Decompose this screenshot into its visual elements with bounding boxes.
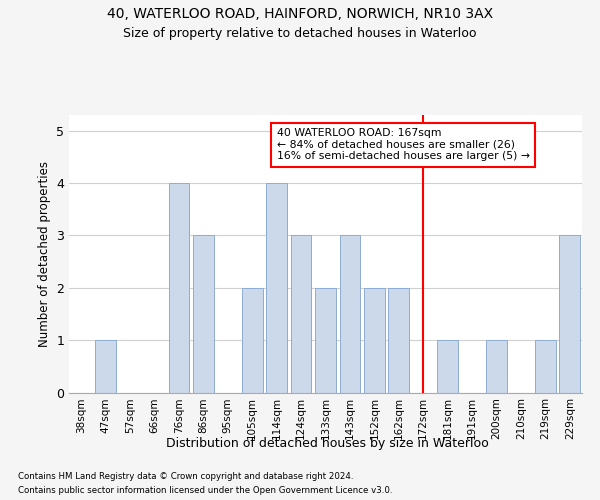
Bar bbox=[559, 236, 580, 392]
Text: Contains public sector information licensed under the Open Government Licence v3: Contains public sector information licen… bbox=[18, 486, 392, 495]
Bar bbox=[266, 183, 287, 392]
Text: Distribution of detached houses by size in Waterloo: Distribution of detached houses by size … bbox=[166, 438, 488, 450]
Bar bbox=[290, 236, 311, 392]
Y-axis label: Number of detached properties: Number of detached properties bbox=[38, 161, 50, 347]
Bar bbox=[364, 288, 385, 393]
Bar bbox=[242, 288, 263, 393]
Bar bbox=[95, 340, 116, 392]
Text: 40 WATERLOO ROAD: 167sqm
← 84% of detached houses are smaller (26)
16% of semi-d: 40 WATERLOO ROAD: 167sqm ← 84% of detach… bbox=[277, 128, 530, 162]
Bar bbox=[315, 288, 336, 393]
Bar bbox=[340, 236, 361, 392]
Bar bbox=[486, 340, 507, 392]
Text: Contains HM Land Registry data © Crown copyright and database right 2024.: Contains HM Land Registry data © Crown c… bbox=[18, 472, 353, 481]
Bar bbox=[193, 236, 214, 392]
Bar bbox=[535, 340, 556, 392]
Bar bbox=[169, 183, 190, 392]
Text: Size of property relative to detached houses in Waterloo: Size of property relative to detached ho… bbox=[123, 28, 477, 40]
Bar bbox=[388, 288, 409, 393]
Text: 40, WATERLOO ROAD, HAINFORD, NORWICH, NR10 3AX: 40, WATERLOO ROAD, HAINFORD, NORWICH, NR… bbox=[107, 8, 493, 22]
Bar bbox=[437, 340, 458, 392]
